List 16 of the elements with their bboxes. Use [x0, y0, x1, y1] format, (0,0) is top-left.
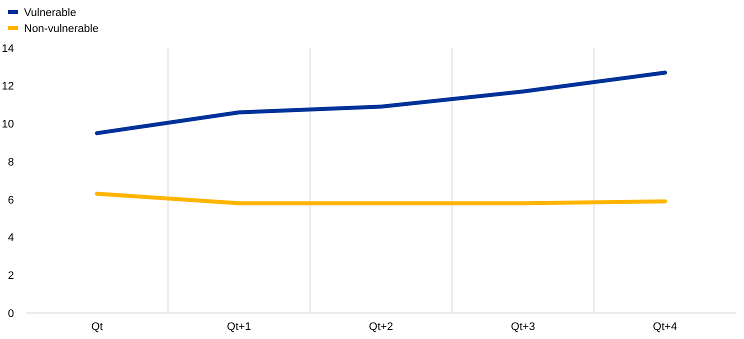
- line-series: [95, 70, 667, 136]
- y-tick-label: 10: [2, 118, 14, 131]
- y-tick-label: 6: [8, 194, 14, 206]
- y-tick-label: 14: [2, 42, 14, 55]
- x-tick-label: Qt+2: [368, 321, 394, 333]
- y-tick-label: 2: [8, 270, 14, 282]
- x-tick-label: Qt+3: [510, 321, 536, 333]
- x-tick-label: Qt+1: [226, 321, 252, 333]
- y-tick-label: 12: [2, 80, 14, 93]
- legend-label: Non-vulnerable: [24, 22, 99, 35]
- y-tick-label: 8: [8, 156, 14, 168]
- x-tick-label: Qt+4: [652, 321, 678, 333]
- x-tick-label: Qt: [91, 321, 103, 333]
- y-tick-label: 0: [8, 308, 14, 320]
- y-tick-label: 4: [8, 232, 14, 244]
- legend-label: Vulnerable: [24, 6, 76, 19]
